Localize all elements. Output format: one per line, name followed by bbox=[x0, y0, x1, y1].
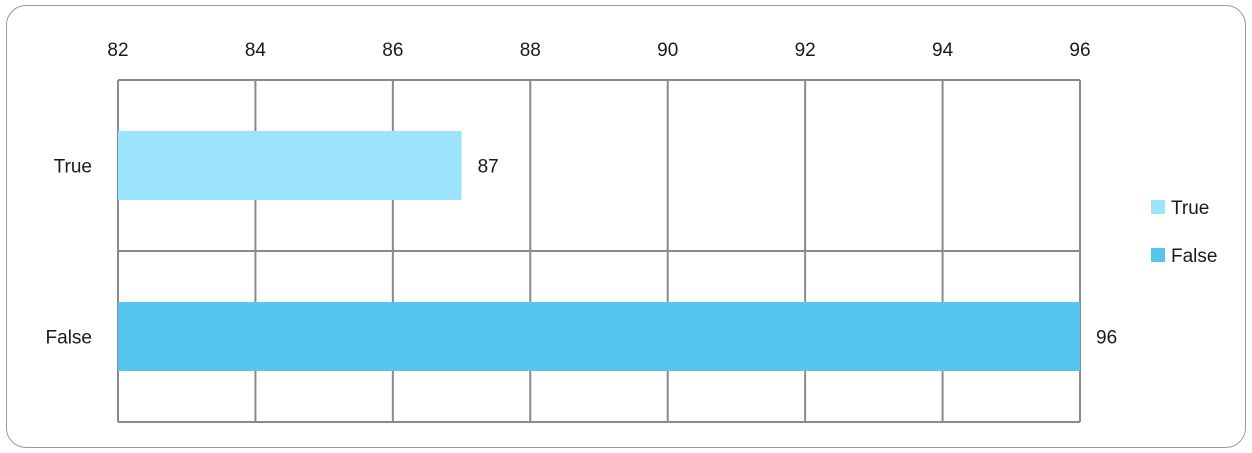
x-tick-label: 94 bbox=[932, 40, 954, 61]
legend-swatch-false bbox=[1151, 248, 1165, 262]
x-tick-label: 92 bbox=[795, 40, 816, 61]
legend-label-true: True bbox=[1171, 198, 1209, 219]
x-tick-label: 84 bbox=[245, 40, 267, 61]
category-label-false: False bbox=[46, 328, 92, 349]
category-labels: True False bbox=[46, 157, 92, 349]
x-tick-label: 90 bbox=[657, 40, 678, 61]
chart-frame bbox=[6, 5, 1246, 448]
category-label-true: True bbox=[54, 157, 92, 178]
x-tick-label: 88 bbox=[520, 40, 541, 61]
data-label-true: 87 bbox=[478, 157, 499, 178]
bar-true bbox=[118, 131, 462, 200]
x-tick-label: 96 bbox=[1069, 40, 1090, 61]
x-axis-ticks: 82 84 86 88 90 92 94 96 bbox=[107, 40, 1090, 61]
legend: True False bbox=[1151, 198, 1217, 267]
legend-label-false: False bbox=[1171, 246, 1217, 267]
legend-swatch-true bbox=[1151, 200, 1165, 214]
x-tick-label: 82 bbox=[107, 40, 128, 61]
bars bbox=[118, 131, 1080, 371]
data-label-false: 96 bbox=[1096, 328, 1117, 349]
bar-false bbox=[118, 302, 1080, 371]
data-labels: 87 96 bbox=[478, 157, 1118, 349]
x-tick-label: 86 bbox=[382, 40, 403, 61]
